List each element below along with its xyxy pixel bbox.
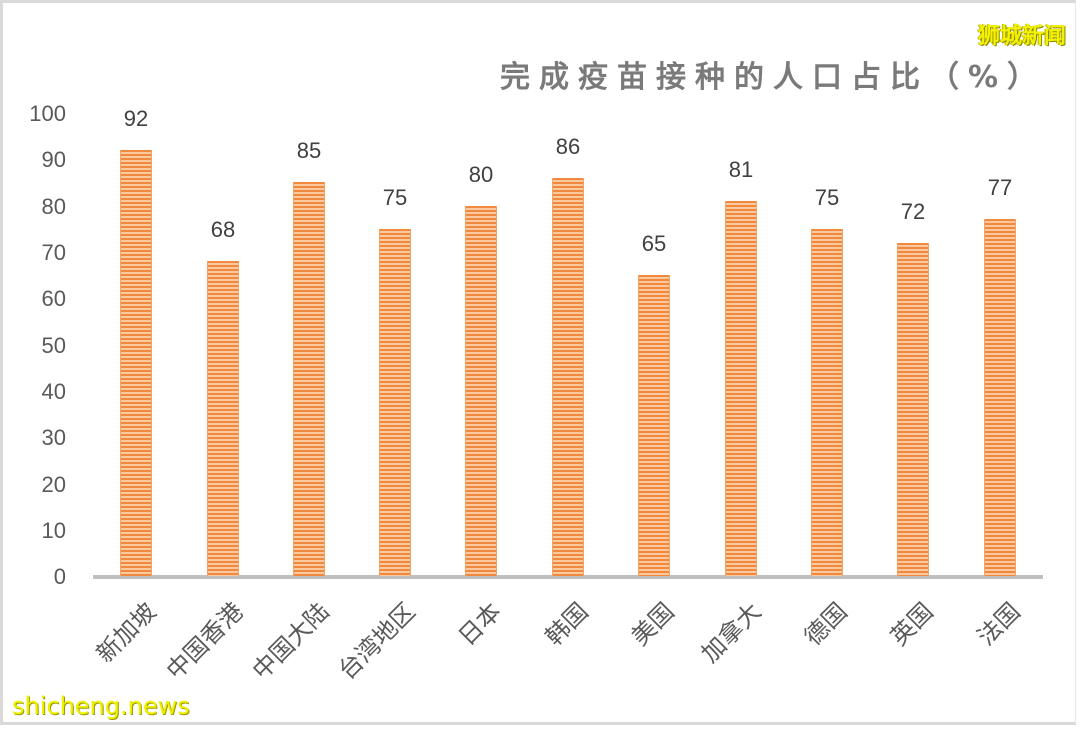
y-tick: 50 [41,333,66,358]
x-axis-line [93,575,1043,579]
y-tick: 0 [53,564,66,589]
bar-value-label: 75 [382,184,408,210]
bar-value-label: 81 [728,156,754,182]
y-tick: 10 [41,518,66,543]
y-tick: 90 [41,147,66,172]
bar [465,205,497,576]
bar-value-label: 92 [123,106,149,132]
bar-value-label: 86 [555,133,581,159]
bar [379,228,411,576]
bar-value-label: 85 [296,138,322,164]
bar [984,219,1016,576]
watermark-url: shicheng.news [12,692,190,720]
bar-value-label: 65 [641,231,667,257]
bar [552,177,584,576]
bar [811,228,843,576]
y-tick: 60 [41,286,66,311]
y-tick: 100 [29,101,66,126]
bar [897,242,929,576]
bar-value-label: 77 [987,175,1013,201]
bar-value-label: 68 [210,217,236,243]
bar-value-label: 80 [468,161,494,187]
y-tick: 70 [41,240,66,265]
y-tick: 20 [41,472,66,497]
chart-title: 完成疫苗接种的人口占比（%） [500,60,1047,95]
y-tick: 30 [41,425,66,450]
bar-value-label: 72 [900,198,926,224]
y-tick: 80 [41,194,66,219]
y-tick: 40 [41,379,66,404]
bar [725,200,757,576]
bar [638,275,670,576]
bar [207,261,239,576]
bar [120,150,152,576]
bar [293,182,325,576]
bar-value-label: 75 [814,184,840,210]
watermark-brand: 狮城新闻 [977,24,1066,49]
